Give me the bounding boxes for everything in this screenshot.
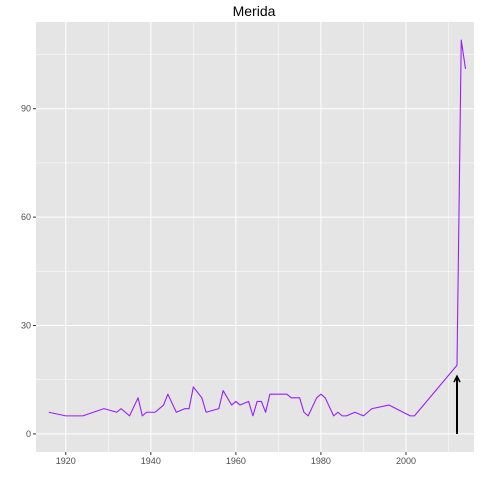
- y-tick-label: 90: [21, 104, 31, 114]
- y-tick-label: 60: [21, 212, 31, 222]
- x-tick-label: 2000: [396, 456, 416, 466]
- x-tick-label: 1980: [311, 456, 331, 466]
- x-axis: 1920 1940 1960 1980 2000: [56, 452, 416, 466]
- x-tick-label: 1940: [141, 456, 161, 466]
- chart-title: Merida: [233, 3, 276, 19]
- plot-panel: [36, 22, 474, 452]
- grid-minor: [36, 22, 474, 452]
- x-tick-label: 1920: [56, 456, 76, 466]
- y-axis: 0 30 60 90: [21, 104, 36, 439]
- series-line-0: [48, 39, 467, 417]
- y-tick-label: 30: [21, 321, 31, 331]
- grid-major: [36, 22, 474, 452]
- annotation-layer: [453, 374, 461, 434]
- x-tick-label: 1960: [226, 456, 246, 466]
- y-tick-label: 0: [26, 429, 31, 439]
- series-layer: [48, 39, 467, 417]
- annotation-arrow-head: [453, 374, 461, 383]
